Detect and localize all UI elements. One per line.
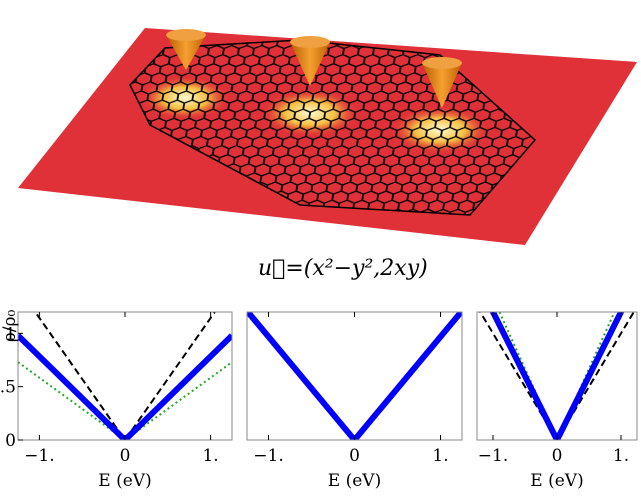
tip-top xyxy=(290,36,330,48)
plot-frame xyxy=(246,311,463,441)
tip xyxy=(422,63,462,108)
tip-top xyxy=(166,29,206,41)
x-tick-label: −1. xyxy=(24,446,54,466)
x-axis-label: E (eV) xyxy=(98,471,151,491)
series-line xyxy=(247,312,462,440)
lattice-edge xyxy=(129,39,537,216)
x-tick-label: 1. xyxy=(202,446,218,466)
y-tick-label: 0.5 xyxy=(0,378,16,398)
x-tick-label: 1. xyxy=(432,446,448,466)
x-axis-label: E (eV) xyxy=(530,471,583,491)
series-line xyxy=(479,312,635,440)
series-line xyxy=(247,312,462,440)
series-line xyxy=(33,312,217,440)
plot-frame xyxy=(17,311,233,441)
caption: u⃗=(x²−y²,2xy) xyxy=(258,256,428,281)
tip-top xyxy=(422,57,462,69)
x-tick-label: 0 xyxy=(120,446,131,466)
illustration xyxy=(18,28,637,245)
x-axis-label: E (eV) xyxy=(328,471,381,491)
x-tick-label: 1. xyxy=(613,446,629,466)
tip xyxy=(166,35,206,70)
series-line xyxy=(18,361,232,440)
x-tick-label: 0 xyxy=(349,446,360,466)
series-line xyxy=(247,312,462,440)
x-tick-label: 0 xyxy=(552,446,563,466)
series-line xyxy=(489,312,625,440)
series-line xyxy=(18,333,232,440)
x-tick-label: −1. xyxy=(478,446,508,466)
y-tick-label: 1 xyxy=(5,324,16,344)
y-axis-label: ρ/ρ₀ xyxy=(0,310,20,343)
series-line xyxy=(498,312,616,440)
y-tick-label: 0 xyxy=(5,431,16,451)
x-tick-label: −1. xyxy=(253,446,283,466)
tip xyxy=(290,42,330,86)
